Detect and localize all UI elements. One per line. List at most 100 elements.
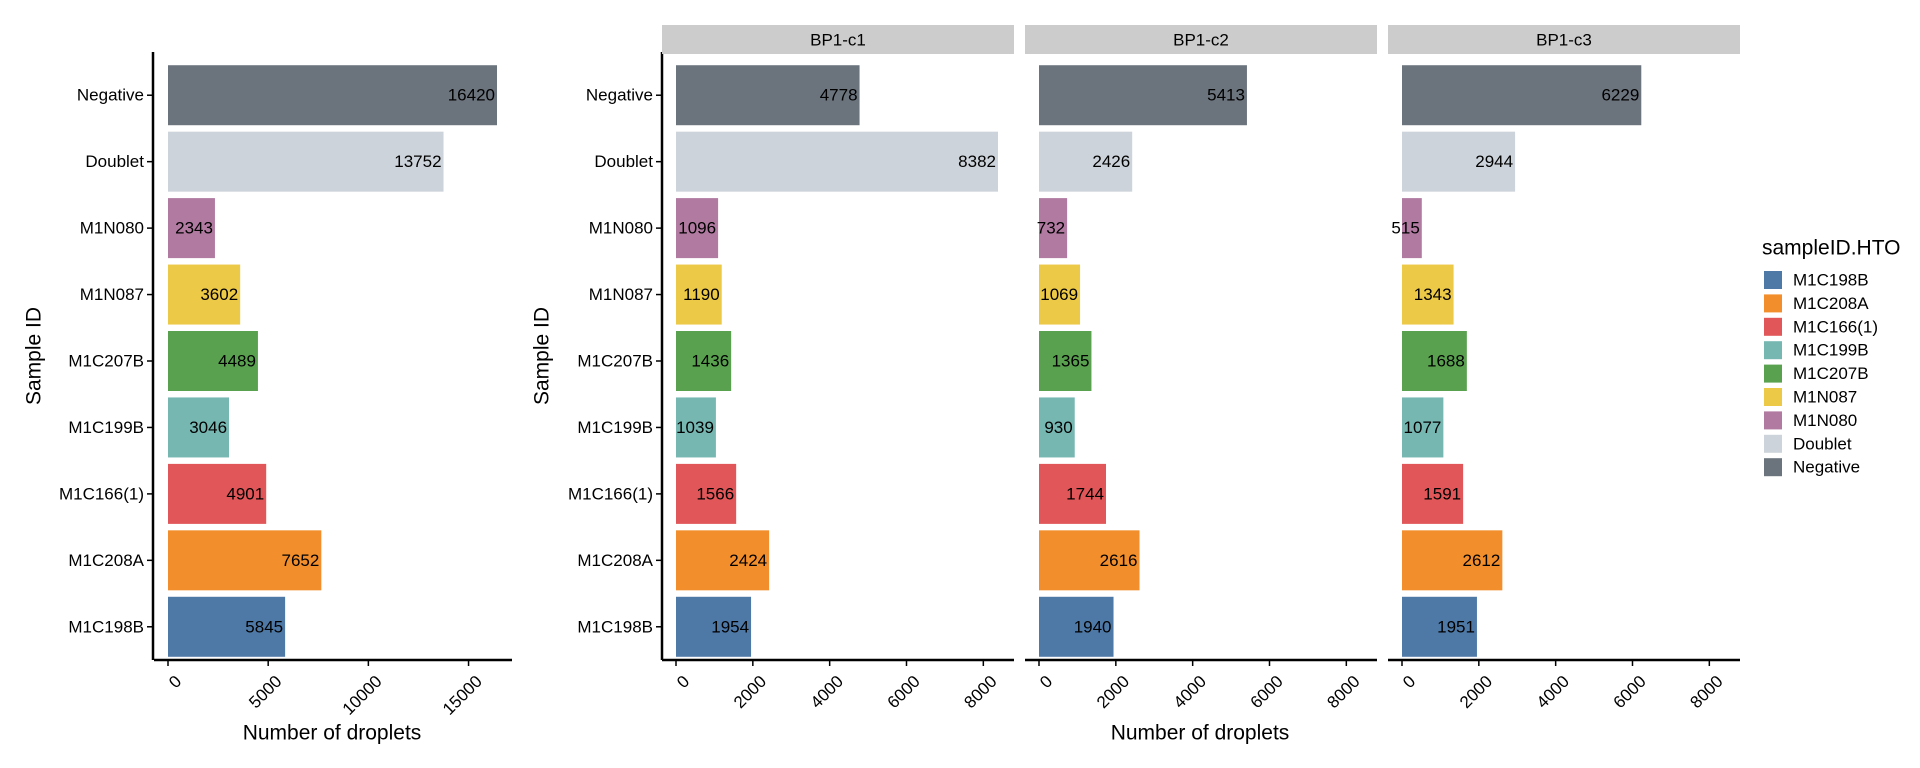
x-axis-title-left: Number of droplets bbox=[243, 722, 422, 745]
bar-panel-3-m1c199b bbox=[1402, 397, 1444, 458]
data-label-overall-m1c199b: 3046 bbox=[189, 418, 227, 437]
strip-label-panel-1: BP1-c1 bbox=[810, 31, 866, 50]
bar-panel-3-m1n087 bbox=[1402, 264, 1454, 325]
data-label-overall-m1c198b: 5845 bbox=[245, 617, 283, 636]
x-tick-label-panel-1-4000: 4000 bbox=[807, 672, 847, 712]
y-tick-label-facet-negative: Negative bbox=[586, 86, 653, 105]
bar-panel-1-m1c207b bbox=[676, 331, 732, 391]
data-label-panel-1-m1c207b: 1436 bbox=[691, 352, 729, 371]
legend: sampleID.HTO M1C198B M1C208A M1C166(1) M1C19… bbox=[1762, 237, 1900, 477]
y-tick-label-facet-m1c1661: M1C166(1) bbox=[568, 484, 653, 503]
x-tick-label-panel-2-2000: 2000 bbox=[1093, 672, 1133, 712]
x-tick-label-panel-3-6000: 6000 bbox=[1610, 672, 1650, 712]
x-tick-label-panel-3-8000: 8000 bbox=[1686, 672, 1726, 712]
bar-overall-m1c199b bbox=[168, 397, 230, 458]
data-label-panel-2-m1n080: 732 bbox=[1037, 219, 1065, 238]
data-label-panel-1-m1c199b: 1039 bbox=[676, 418, 714, 437]
bar-panel-1-m1n087 bbox=[676, 264, 722, 325]
y-tick-label-facet-m1c208a: M1C208A bbox=[577, 551, 653, 570]
y-tick-label-facet-m1n080: M1N080 bbox=[589, 219, 653, 238]
data-label-panel-2-doublet: 2426 bbox=[1092, 152, 1130, 171]
bar-overall-doublet bbox=[168, 131, 444, 192]
x-tick-label-panel-3-0: 0 bbox=[1399, 672, 1419, 692]
bar-panel-3-doublet bbox=[1402, 131, 1516, 192]
x-tick-label-panel-2-4000: 4000 bbox=[1170, 672, 1210, 712]
data-label-overall-negative: 16420 bbox=[448, 86, 495, 105]
data-label-panel-1-m1n087: 1190 bbox=[683, 285, 720, 304]
data-label-panel-2-m1c199b: 930 bbox=[1044, 418, 1072, 437]
y-tick-label-facet-m1n087: M1N087 bbox=[589, 285, 653, 304]
bar-panel-2-m1n080 bbox=[1039, 198, 1068, 259]
bar-overall-m1c198b bbox=[168, 596, 286, 657]
strip-label-panel-2: BP1-c2 bbox=[1173, 31, 1229, 50]
bar-panel-3-negative bbox=[1402, 65, 1642, 126]
bar-panel-1-m1c1661 bbox=[676, 463, 737, 524]
bar-panel-1-doublet bbox=[676, 131, 998, 192]
bar-panel-1-m1n080 bbox=[676, 198, 719, 259]
bar-panel-2-m1n087 bbox=[1039, 264, 1081, 325]
y-tick-label-facet-m1c198b: M1C198B bbox=[577, 617, 653, 636]
legend-label-negative: Negative bbox=[1793, 458, 1860, 477]
bar-overall-m1n080 bbox=[168, 198, 215, 259]
bar-panel-3-m1c208a bbox=[1402, 530, 1503, 591]
x-tick-label-panel-1-6000: 6000 bbox=[884, 672, 924, 712]
data-label-panel-1-doublet: 8382 bbox=[958, 152, 996, 171]
data-label-panel-1-negative: 4778 bbox=[820, 86, 858, 105]
bar-panel-2-m1c208a bbox=[1039, 530, 1140, 591]
data-label-overall-m1c1661: 4901 bbox=[226, 484, 264, 503]
bar-overall-m1c207b bbox=[168, 331, 258, 391]
data-label-panel-2-m1c207b: 1365 bbox=[1052, 352, 1090, 371]
y-tick-label-facet-doublet: Doublet bbox=[594, 152, 653, 171]
bar-panel-1-negative bbox=[676, 65, 860, 126]
data-label-panel-2-m1c198b: 1940 bbox=[1074, 617, 1112, 636]
y-tick-label-left-negative: Negative bbox=[77, 86, 144, 105]
data-label-panel-1-m1n080: 1096 bbox=[678, 219, 716, 238]
x-tick-label-panel-3-2000: 2000 bbox=[1456, 672, 1496, 712]
bar-panel-3-m1c207b bbox=[1402, 331, 1467, 391]
bar-panel-3-m1n080 bbox=[1402, 198, 1422, 259]
legend-label-m1n087: M1N087 bbox=[1793, 388, 1857, 407]
data-label-panel-3-m1n087: 1343 bbox=[1414, 285, 1452, 304]
bar-panel-2-doublet bbox=[1039, 131, 1133, 192]
data-label-panel-2-m1n087: 1069 bbox=[1040, 285, 1078, 304]
strip-label-panel-3: BP1-c3 bbox=[1536, 31, 1592, 50]
bar-overall-m1c1661 bbox=[168, 463, 267, 524]
legend-swatch-doublet bbox=[1764, 434, 1782, 453]
y-tick-label-facet-m1c207b: M1C207B bbox=[577, 352, 653, 371]
legend-swatch-m1c207b bbox=[1764, 364, 1782, 383]
legend-label-doublet: Doublet bbox=[1793, 434, 1852, 453]
data-label-panel-3-doublet: 2944 bbox=[1475, 152, 1513, 171]
bar-overall-negative bbox=[168, 65, 497, 126]
strip-panel-1 bbox=[662, 25, 1014, 54]
y-axis-title-left: Sample ID bbox=[23, 307, 46, 405]
bar-panel-2-m1c199b bbox=[1039, 397, 1075, 458]
data-label-panel-3-m1c198b: 1951 bbox=[1437, 617, 1475, 636]
legend-label-m1c198b: M1C198B bbox=[1793, 271, 1869, 290]
x-tick-label-panel-3-4000: 4000 bbox=[1533, 672, 1573, 712]
bar-panel-2-negative bbox=[1039, 65, 1247, 126]
legend-swatch-m1c198b bbox=[1764, 271, 1782, 289]
data-label-overall-m1c208a: 7652 bbox=[281, 551, 319, 570]
data-label-panel-2-m1c1661: 1744 bbox=[1066, 484, 1104, 503]
strip-panel-3 bbox=[1388, 25, 1740, 54]
data-label-overall-m1c207b: 4489 bbox=[218, 352, 256, 371]
x-tick-label-panel-2-8000: 8000 bbox=[1323, 672, 1363, 712]
y-axis-title-facet: Sample ID bbox=[531, 307, 554, 405]
x-tick-label-left-0: 0 bbox=[165, 672, 185, 692]
data-label-panel-3-m1c207b: 1688 bbox=[1427, 352, 1465, 371]
data-label-panel-3-m1n080: 515 bbox=[1391, 219, 1419, 238]
legend-swatch-negative bbox=[1764, 458, 1782, 477]
bar-panel-1-m1c199b bbox=[676, 397, 716, 458]
legend-label-m1c208a: M1C208A bbox=[1793, 294, 1869, 313]
bar-panel-3-m1c198b bbox=[1402, 596, 1477, 657]
data-label-overall-doublet: 13752 bbox=[394, 152, 441, 171]
legend-label-m1n080: M1N080 bbox=[1793, 411, 1857, 430]
y-tick-label-left-m1n087: M1N087 bbox=[80, 285, 144, 304]
x-tick-label-left-5000: 5000 bbox=[245, 672, 285, 712]
bar-panel-2-m1c1661 bbox=[1039, 463, 1106, 524]
y-tick-label-left-m1c207b: M1C207B bbox=[68, 352, 144, 371]
x-tick-label-left-15000: 15000 bbox=[439, 672, 486, 719]
x-tick-label-panel-1-2000: 2000 bbox=[730, 672, 770, 712]
legend-swatch-m1c199b bbox=[1764, 341, 1782, 360]
